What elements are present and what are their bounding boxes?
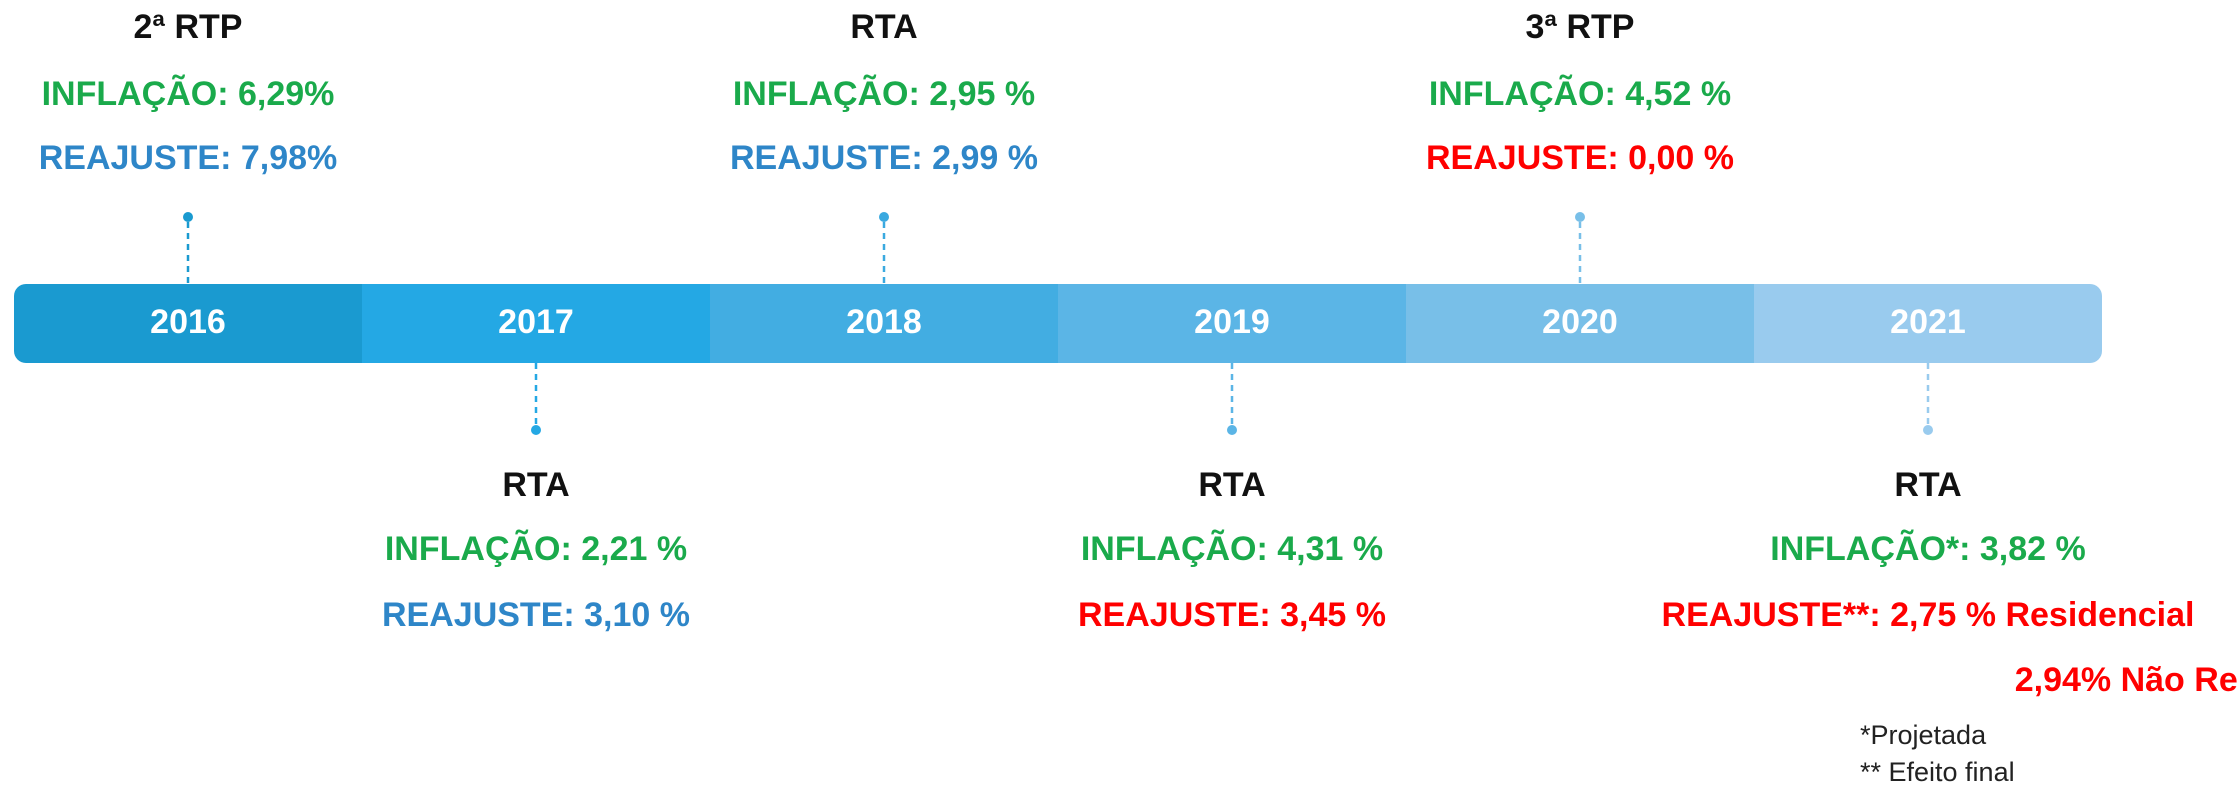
- year-segment: [362, 284, 711, 363]
- event-line: REAJUSTE**: 2,75 % Residencial: [1662, 596, 2195, 634]
- event-title: 3ª RTP: [1526, 8, 1635, 46]
- event-title: RTA: [1894, 466, 1961, 504]
- event-dot: [1575, 212, 1585, 222]
- event-line: REAJUSTE: 2,99 %: [730, 139, 1038, 177]
- event-dot: [1923, 425, 1933, 435]
- year-segment: [14, 284, 363, 363]
- timeline-bar: [14, 284, 2102, 363]
- year-label: 2017: [498, 303, 574, 341]
- event-line: INFLAÇÃO: 2,95 %: [733, 75, 1035, 113]
- event-line: REAJUSTE: 3,10 %: [382, 596, 690, 634]
- event-title: RTA: [850, 8, 917, 46]
- event-line: REAJUSTE: 7,98%: [39, 139, 338, 177]
- event-dot: [879, 212, 889, 222]
- event-line: INFLAÇÃO: 4,31 %: [1081, 530, 1383, 568]
- event-title: 2ª RTP: [134, 8, 243, 46]
- year-label: 2019: [1194, 303, 1270, 341]
- event-line: INFLAÇÃO*: 3,82 %: [1770, 530, 2086, 568]
- year-label: 2021: [1890, 303, 1966, 341]
- event-line: INFLAÇÃO: 6,29%: [42, 75, 335, 113]
- footnote: *Projetada: [1860, 720, 1987, 750]
- event-line: INFLAÇÃO: 4,52 %: [1429, 75, 1731, 113]
- event-title: RTA: [1198, 466, 1265, 504]
- event-dot: [183, 212, 193, 222]
- year-label: 2020: [1542, 303, 1618, 341]
- year-label: 2016: [150, 303, 226, 341]
- event-dot: [1227, 425, 1237, 435]
- year-segment: [1058, 284, 1407, 363]
- event-title: RTA: [502, 466, 569, 504]
- event-line: INFLAÇÃO: 2,21 %: [385, 530, 687, 568]
- event-line: 2,94% Não Residencial: [2015, 661, 2238, 699]
- year-label: 2018: [846, 303, 922, 341]
- year-segment: [1406, 284, 1755, 363]
- year-segment: [1754, 284, 2102, 363]
- event-line: REAJUSTE: 3,45 %: [1078, 596, 1386, 634]
- footnote: ** Efeito final: [1860, 757, 2015, 785]
- year-segment: [710, 284, 1059, 363]
- event-dot: [531, 425, 541, 435]
- event-line: REAJUSTE: 0,00 %: [1426, 139, 1734, 177]
